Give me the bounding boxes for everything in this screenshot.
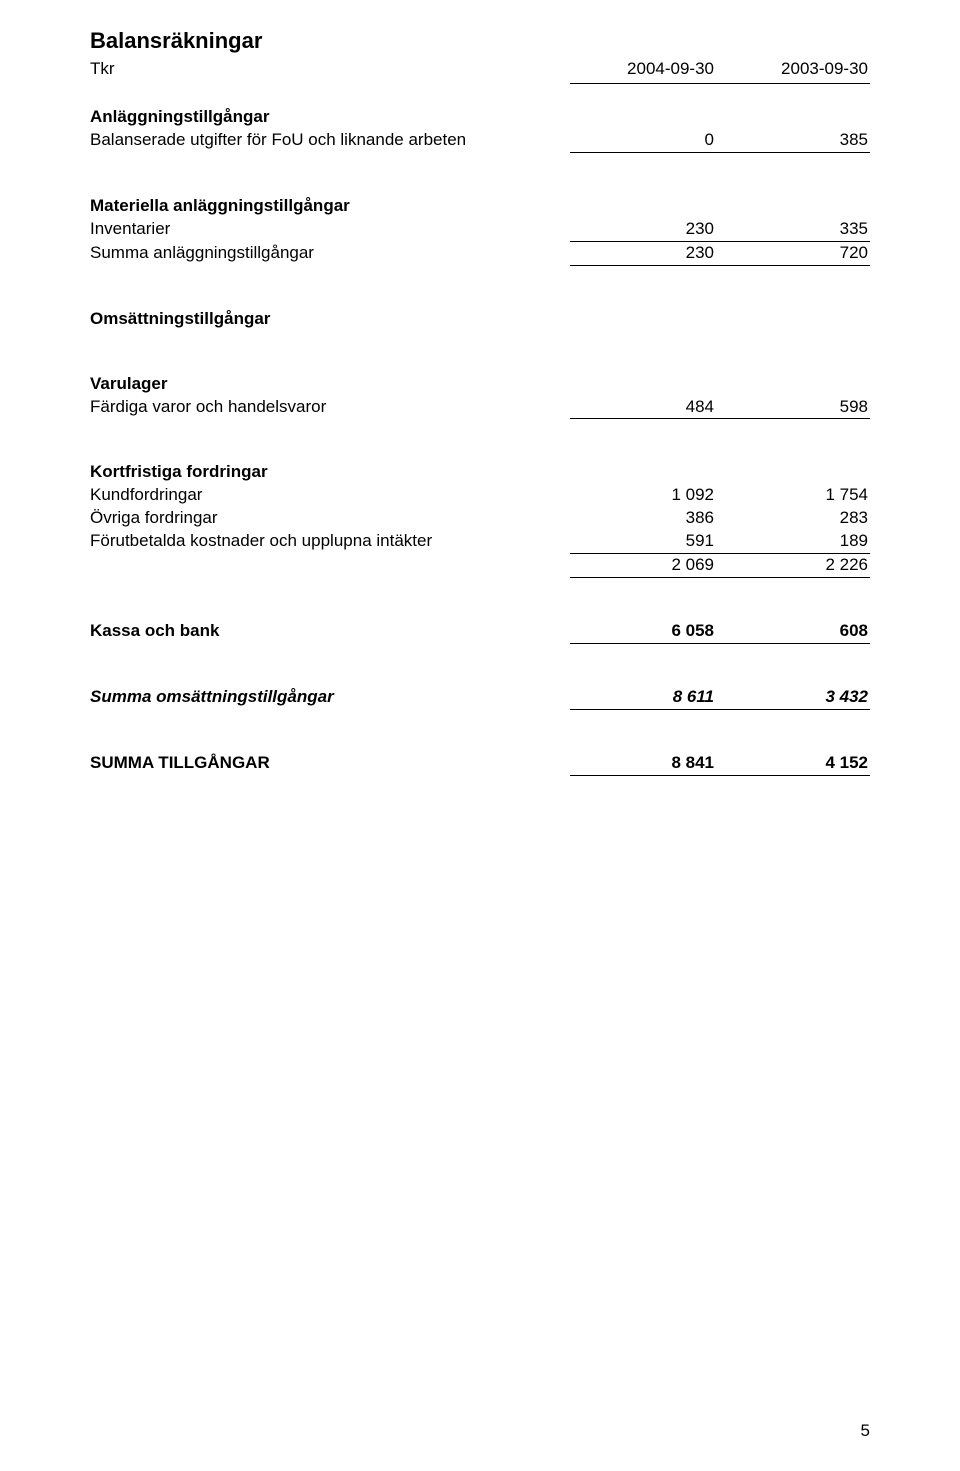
spacer <box>90 84 870 106</box>
sum-current-c1: 8 611 <box>570 686 720 710</box>
stock-heading: Varulager <box>90 373 570 396</box>
finished-goods-c2: 598 <box>720 396 870 420</box>
receivables-heading: Kortfristiga fordringar <box>90 461 570 484</box>
receivables-heading-row: Kortfristiga fordringar <box>90 461 870 484</box>
tangible-heading-row: Materiella anläggningstillgångar <box>90 195 870 218</box>
spacer <box>90 153 870 195</box>
cash-label: Kassa och bank <box>90 620 570 643</box>
finished-goods-row: Färdiga varor och handelsvaror 484 598 <box>90 396 870 420</box>
equipment-c1: 230 <box>570 218 720 242</box>
other-receivables-row: Övriga fordringar 386 283 <box>90 507 870 530</box>
balance-sheet-page: Balansräkningar Tkr 2004-09-30 2003-09-3… <box>0 0 960 1471</box>
sum-assets-label: SUMMA TILLGÅNGAR <box>90 752 570 775</box>
equipment-row: Inventarier 230 335 <box>90 218 870 242</box>
receivables-sum-c2: 2 226 <box>720 554 870 578</box>
capitalized-rnd-row: Balanserade utgifter för FoU och liknand… <box>90 129 870 153</box>
sum-current-assets-row: Summa omsättningstillgångar 8 611 3 432 <box>90 686 870 710</box>
accounts-receivable-label: Kundfordringar <box>90 484 570 507</box>
sum-assets-row: SUMMA TILLGÅNGAR 8 841 4 152 <box>90 752 870 776</box>
receivables-sum-c1: 2 069 <box>570 554 720 578</box>
sum-fixed-label: Summa anläggningstillgångar <box>90 242 570 265</box>
receivables-sum-row: 2 069 2 226 <box>90 554 870 578</box>
spacer <box>90 419 870 461</box>
equipment-c2: 335 <box>720 218 870 242</box>
col-header-2: 2003-09-30 <box>720 58 870 84</box>
fixed-assets-heading: Anläggningstillgångar <box>90 106 570 129</box>
other-receivables-c1: 386 <box>570 507 720 530</box>
capitalized-rnd-c2: 385 <box>720 129 870 153</box>
finished-goods-c1: 484 <box>570 396 720 420</box>
spacer <box>90 578 870 620</box>
stock-heading-row: Varulager <box>90 373 870 396</box>
col-header-1: 2004-09-30 <box>570 58 720 84</box>
sum-fixed-assets-row: Summa anläggningstillgångar 230 720 <box>90 242 870 266</box>
current-assets-heading-row: Omsättningstillgångar <box>90 308 870 331</box>
prepaid-accrued-row: Förutbetalda kostnader och upplupna intä… <box>90 530 870 554</box>
sum-fixed-c1: 230 <box>570 242 720 266</box>
page-number: 5 <box>861 1421 870 1441</box>
spacer <box>90 644 870 686</box>
tangible-heading: Materiella anläggningstillgångar <box>90 195 570 218</box>
current-assets-heading: Omsättningstillgångar <box>90 308 570 331</box>
other-receivables-c2: 283 <box>720 507 870 530</box>
cash-c2: 608 <box>720 620 870 644</box>
currency-unit-label: Tkr <box>90 58 570 81</box>
accounts-receivable-c2: 1 754 <box>720 484 870 507</box>
sum-fixed-c2: 720 <box>720 242 870 266</box>
spacer <box>90 266 870 308</box>
other-receivables-label: Övriga fordringar <box>90 507 570 530</box>
fixed-assets-heading-row: Anläggningstillgångar <box>90 106 870 129</box>
column-header-row: Tkr 2004-09-30 2003-09-30 <box>90 58 870 84</box>
equipment-label: Inventarier <box>90 218 570 241</box>
spacer <box>90 710 870 752</box>
cash-row: Kassa och bank 6 058 608 <box>90 620 870 644</box>
cash-c1: 6 058 <box>570 620 720 644</box>
accounts-receivable-c1: 1 092 <box>570 484 720 507</box>
capitalized-rnd-c1: 0 <box>570 129 720 153</box>
sum-assets-c1: 8 841 <box>570 752 720 776</box>
spacer <box>90 331 870 373</box>
sum-current-c2: 3 432 <box>720 686 870 710</box>
prepaid-accrued-label: Förutbetalda kostnader och upplupna intä… <box>90 530 570 553</box>
sum-current-label: Summa omsättningstillgångar <box>90 686 570 709</box>
prepaid-accrued-c1: 591 <box>570 530 720 554</box>
page-title: Balansräkningar <box>90 28 870 54</box>
capitalized-rnd-label: Balanserade utgifter för FoU och liknand… <box>90 129 570 152</box>
accounts-receivable-row: Kundfordringar 1 092 1 754 <box>90 484 870 507</box>
finished-goods-label: Färdiga varor och handelsvaror <box>90 396 570 419</box>
prepaid-accrued-c2: 189 <box>720 530 870 554</box>
sum-assets-c2: 4 152 <box>720 752 870 776</box>
